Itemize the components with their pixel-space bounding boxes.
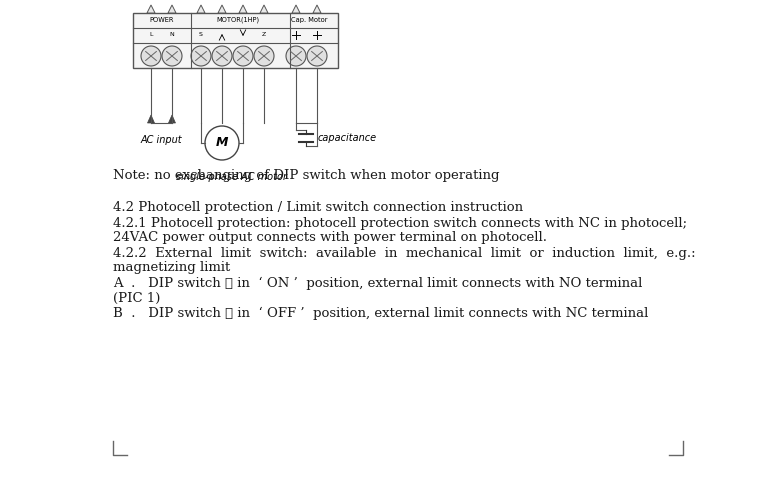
Polygon shape <box>197 5 205 13</box>
Text: 4.2.1 Photocell protection: photocell protection switch connects with NC in phot: 4.2.1 Photocell protection: photocell pr… <box>113 216 687 229</box>
Polygon shape <box>168 115 175 123</box>
Text: 4.2.2  External  limit  switch:  available  in  mechanical  limit  or  induction: 4.2.2 External limit switch: available i… <box>113 246 695 259</box>
Circle shape <box>254 46 274 66</box>
Polygon shape <box>260 5 268 13</box>
Text: L: L <box>150 32 153 38</box>
Polygon shape <box>147 115 154 123</box>
Circle shape <box>162 46 182 66</box>
Text: capacitance: capacitance <box>318 133 377 143</box>
Text: MOTOR(1HP): MOTOR(1HP) <box>216 17 259 23</box>
Text: Cap. Motor: Cap. Motor <box>290 17 327 23</box>
Text: N: N <box>170 32 175 38</box>
Text: M: M <box>216 136 229 148</box>
Text: 24VAC power output connects with power terminal on photocell.: 24VAC power output connects with power t… <box>113 231 547 244</box>
Text: magnetizing limit: magnetizing limit <box>113 261 230 274</box>
Circle shape <box>233 46 253 66</box>
Text: 4.2 Photocell protection / Limit switch connection instruction: 4.2 Photocell protection / Limit switch … <box>113 201 523 214</box>
Text: POWER: POWER <box>150 17 175 23</box>
Polygon shape <box>168 5 176 13</box>
Text: (PIC 1): (PIC 1) <box>113 292 161 304</box>
Polygon shape <box>147 5 155 13</box>
Polygon shape <box>292 5 300 13</box>
Polygon shape <box>313 5 321 13</box>
Text: S: S <box>199 32 203 38</box>
Circle shape <box>212 46 232 66</box>
Text: AC input: AC input <box>140 135 182 145</box>
Polygon shape <box>239 5 247 13</box>
Text: Z: Z <box>262 32 266 38</box>
Circle shape <box>205 126 239 160</box>
Text: single-phase AC motor: single-phase AC motor <box>176 172 287 182</box>
Bar <box>133 13 338 68</box>
Text: B  .   DIP switch ① in  ‘ OFF ’  position, external limit connects with NC termi: B . DIP switch ① in ‘ OFF ’ position, ex… <box>113 306 648 320</box>
Text: A  .   DIP switch ① in  ‘ ON ’  position, external limit connects with NO termin: A . DIP switch ① in ‘ ON ’ position, ext… <box>113 276 642 290</box>
Circle shape <box>191 46 211 66</box>
Text: Note: no exchanging of DIP switch when motor operating: Note: no exchanging of DIP switch when m… <box>113 170 500 183</box>
Circle shape <box>286 46 306 66</box>
Circle shape <box>307 46 327 66</box>
Polygon shape <box>218 5 226 13</box>
Circle shape <box>141 46 161 66</box>
